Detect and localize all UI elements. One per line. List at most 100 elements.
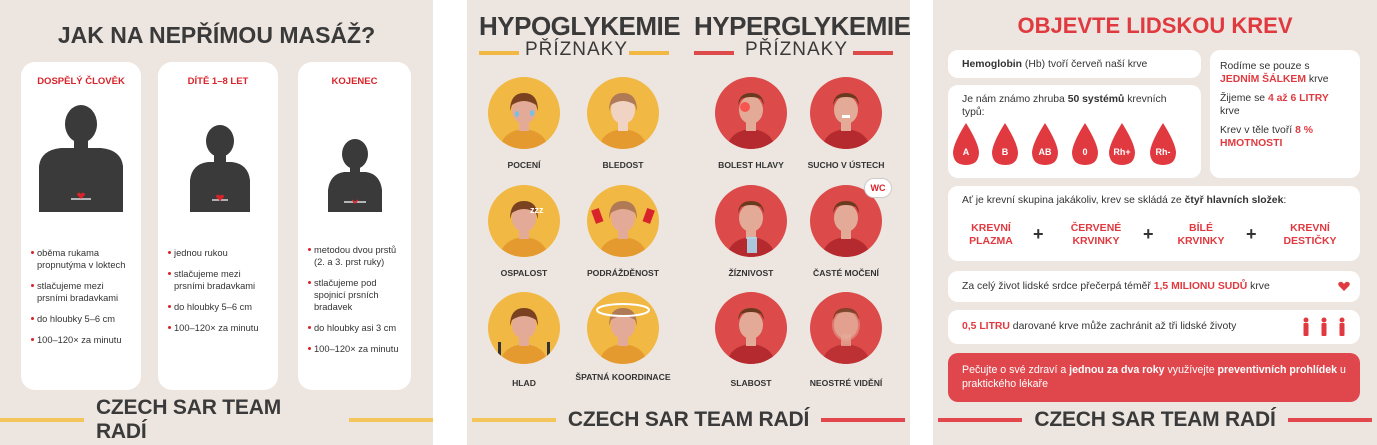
footer: CZECH SAR TEAM RADÍ bbox=[467, 405, 910, 435]
thirst-icon bbox=[715, 185, 787, 257]
hunger-icon bbox=[488, 292, 560, 364]
divider bbox=[349, 418, 433, 422]
volume-highlight: JEDNÍM ŠÁLKEM bbox=[1220, 74, 1307, 85]
blood-panel: OBJEVTE LIDSKOU KREV Hemoglobin (Hb) tvo… bbox=[933, 0, 1377, 445]
hypo-symptom-label: BLEDOST bbox=[602, 160, 644, 170]
paleness-icon bbox=[587, 77, 659, 149]
heart-text: Za celý život lidské srdce přečerpá témě… bbox=[962, 281, 1154, 292]
checkup-text: využívejte bbox=[1164, 364, 1218, 376]
divider bbox=[821, 418, 906, 422]
svg-text:zzz: zzz bbox=[530, 205, 544, 215]
heart-icon bbox=[1338, 281, 1350, 291]
volume-highlight: 4 až 6 LITRY bbox=[1267, 93, 1329, 104]
coordination-icon bbox=[587, 292, 659, 364]
infant-list: metodou dvou prstů (2. a 3. prst ruky) s… bbox=[308, 244, 405, 364]
list-item: do hloubky 5–6 cm bbox=[168, 301, 272, 313]
divider bbox=[1287, 418, 1372, 422]
blood-type-label: AB bbox=[1038, 147, 1052, 157]
dry-mouth-icon bbox=[810, 77, 882, 149]
checkup-text: u praktického lékaře bbox=[962, 364, 1346, 390]
checkup-highlight: preventivních prohlídek bbox=[1217, 364, 1338, 376]
list-item: 100–120× za minutu bbox=[31, 334, 135, 346]
plus-icon: + bbox=[1033, 224, 1044, 244]
divider bbox=[471, 418, 556, 422]
child-list: jednou rukou stlačujeme mezi prsními bra… bbox=[168, 247, 272, 343]
hypo-symptom-label: OSPALOST bbox=[500, 268, 548, 278]
divider bbox=[853, 51, 893, 55]
adult-list: oběma rukama propnutýma v loktech stlaču… bbox=[31, 247, 135, 355]
adult-heading: DOSPĚLÝ ČLOVĚK bbox=[37, 76, 125, 87]
plus-icon: + bbox=[1143, 224, 1154, 244]
hyper-symptom-label: NEOSTRÉ VIDĚNÍ bbox=[809, 378, 883, 388]
hemoglobin-term: Hemoglobin bbox=[962, 59, 1023, 70]
sweating-icon bbox=[488, 77, 560, 149]
hyper-symptom-label: SUCHO V ÚSTECH bbox=[807, 160, 885, 170]
component-red-cells: ČERVENÉ KRVINKY bbox=[1070, 222, 1122, 247]
volume-text: Krev v těle tvoří bbox=[1220, 125, 1296, 136]
component-plasma: KREVNÍ PLAZMA bbox=[969, 222, 1013, 247]
list-item: 100–120× za minutu bbox=[168, 322, 272, 334]
people-icon bbox=[1303, 317, 1345, 336]
adult-card: DOSPĚLÝ ČLOVĚK oběma rukama propnutýma v… bbox=[21, 62, 141, 390]
blood-title: OBJEVTE LIDSKOU KREV bbox=[1017, 13, 1293, 38]
list-item: oběma rukama propnutýma v loktech bbox=[31, 247, 135, 271]
hyper-title: HYPERGLYKEMIE bbox=[694, 11, 910, 41]
infant-silhouette-icon bbox=[328, 139, 382, 212]
hypo-symptom-label: ŠPATNÁ KOORDINACE bbox=[575, 372, 671, 382]
volume-text: Rodíme se pouze s bbox=[1220, 61, 1310, 72]
hemoglobin-text: (Hb) tvoří červeň naší krve bbox=[1022, 59, 1148, 70]
divider bbox=[479, 51, 519, 55]
list-item: stlačujeme mezi prsními bradavkami bbox=[168, 268, 272, 292]
footer-text: CZECH SAR TEAM RADÍ bbox=[95, 396, 281, 443]
components-highlight: čtyř hlavních složek bbox=[1184, 195, 1284, 206]
donation-box: 0,5 LITRU darované krve může zachránit a… bbox=[948, 310, 1360, 344]
footer-text: CZECH SAR TEAM RADÍ bbox=[567, 408, 810, 431]
volume-text: krve bbox=[1306, 74, 1329, 85]
donation-text: darované krve může zachránit až tři lids… bbox=[1009, 321, 1237, 332]
blood-drop-icon: Rh+ bbox=[1105, 122, 1139, 166]
footer: CZECH SAR TEAM RADÍ bbox=[0, 396, 433, 443]
types-count: 50 systémů bbox=[1067, 94, 1125, 105]
infant-card: KOJENEC metodou dvou prstů (2. a 3. prst… bbox=[298, 62, 411, 390]
child-heading: DÍTĚ 1–8 LET bbox=[187, 76, 249, 87]
list-item: jednou rukou bbox=[168, 247, 272, 259]
components-text: : bbox=[1283, 195, 1287, 206]
divider bbox=[694, 51, 734, 55]
hypo-title: HYPOGLYKEMIE bbox=[479, 11, 681, 41]
footer-text: CZECH SAR TEAM RADÍ bbox=[1034, 408, 1276, 431]
list-item: 100–120× za minutu bbox=[308, 343, 405, 355]
hypo-symptom-label: HLAD bbox=[512, 378, 536, 388]
hypo-symptom-label: PODRÁŽDĚNOST bbox=[586, 268, 660, 278]
heart-box: Za celý život lidské srdce přečerpá témě… bbox=[948, 271, 1360, 302]
blood-type-label: A bbox=[962, 147, 970, 157]
hyper-symptom-label: ČASTÉ MOČENÍ bbox=[813, 268, 879, 278]
blood-drop-icon: 0 bbox=[1068, 122, 1102, 166]
checkup-highlight: jednou za dva roky bbox=[1069, 364, 1165, 376]
cpr-panel: JAK NA NEPŘÍMOU MASÁŽ? DOSPĚLÝ ČLOVĚK ob… bbox=[0, 0, 433, 445]
blood-type-label: B bbox=[1001, 147, 1009, 157]
list-item: metodou dvou prstů (2. a 3. prst ruky) bbox=[308, 244, 405, 268]
types-text: Je nám známo zhruba bbox=[962, 94, 1068, 105]
list-item: do hloubky asi 3 cm bbox=[308, 322, 405, 334]
list-item: stlačujeme pod spojnicí prsních bradavek bbox=[308, 277, 405, 313]
volume-text: krve bbox=[1220, 106, 1240, 117]
hypo-symptom-label: POCENÍ bbox=[507, 160, 541, 170]
hyper-subtitle: PŘÍZNAKY bbox=[745, 39, 849, 60]
hyper-symptom-label: BOLEST HLAVY bbox=[718, 160, 784, 170]
hyper-symptom-label: ŽÍZNIVOST bbox=[728, 268, 774, 278]
hemoglobin-box: Hemoglobin (Hb) tvoří červeň naší krve bbox=[948, 50, 1201, 78]
divider bbox=[629, 51, 669, 55]
component-platelets: KREVNÍ DESTIČKY bbox=[1283, 222, 1337, 247]
blood-type-label: Rh+ bbox=[1113, 147, 1131, 157]
donation-highlight: 0,5 LITRU bbox=[962, 321, 1010, 332]
divider bbox=[938, 418, 1023, 422]
blurred-vision-icon bbox=[810, 292, 882, 364]
footer: CZECH SAR TEAM RADÍ bbox=[933, 405, 1377, 435]
headache-icon bbox=[715, 77, 787, 149]
heart-highlight: 1,5 MILIONU SUDŮ bbox=[1153, 281, 1248, 292]
child-card: DÍTĚ 1–8 LET jednou rukou stlačujeme mez… bbox=[158, 62, 278, 390]
blood-type-label: Rh- bbox=[1155, 147, 1171, 157]
sleepy-icon: zzz bbox=[488, 185, 560, 257]
blood-drop-icon: Rh- bbox=[1146, 122, 1180, 166]
blood-drop-icon: AB bbox=[1028, 122, 1062, 166]
